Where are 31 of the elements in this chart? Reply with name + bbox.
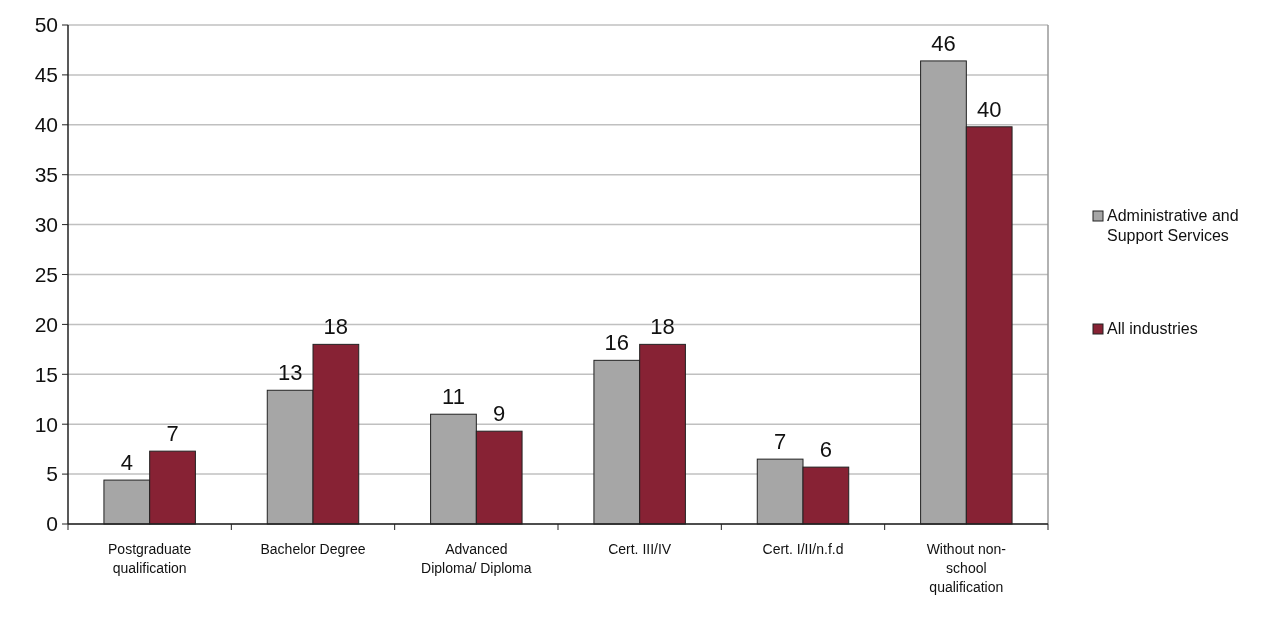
- y-tick-label: 0: [46, 512, 58, 536]
- data-label: 7: [774, 429, 787, 455]
- data-label: 18: [650, 314, 675, 340]
- y-tick-label: 20: [34, 312, 58, 336]
- x-tick-label: Cert. III/IV: [608, 541, 672, 557]
- data-label: 4: [120, 450, 133, 476]
- x-tick-label: Postgraduate qualification: [108, 541, 192, 576]
- x-tick-label: Bachelor Degree: [260, 541, 366, 557]
- y-tick-label: 50: [34, 13, 58, 37]
- data-label: 40: [976, 96, 1002, 122]
- data-label: 11: [442, 384, 465, 410]
- data-label: 13: [277, 360, 303, 386]
- x-tick-label: Cert. I/II/n.f.d: [762, 541, 844, 557]
- y-tick-label: 5: [46, 462, 58, 486]
- y-tick-label: 25: [34, 262, 58, 286]
- x-tick-label: Advanced Diploma/ Diploma: [421, 541, 532, 576]
- data-label: 46: [931, 30, 956, 56]
- data-label: 18: [323, 314, 349, 340]
- legend-label: Administrative and Support Services: [1107, 207, 1239, 244]
- y-tick-label: 35: [34, 163, 58, 187]
- x-tick-label: Without non-school qualification: [926, 541, 1007, 595]
- y-tick-label: 10: [34, 412, 58, 436]
- data-label: 16: [604, 330, 630, 356]
- y-tick-label: 15: [34, 362, 58, 386]
- y-tick-label: 45: [34, 63, 58, 87]
- data-label: 7: [166, 421, 179, 447]
- data-label: 9: [493, 401, 506, 427]
- data-label: 6: [819, 437, 832, 463]
- y-tick-label: 40: [34, 113, 58, 137]
- legend-label: All industries: [1107, 320, 1198, 337]
- y-tick-label: 30: [34, 212, 58, 236]
